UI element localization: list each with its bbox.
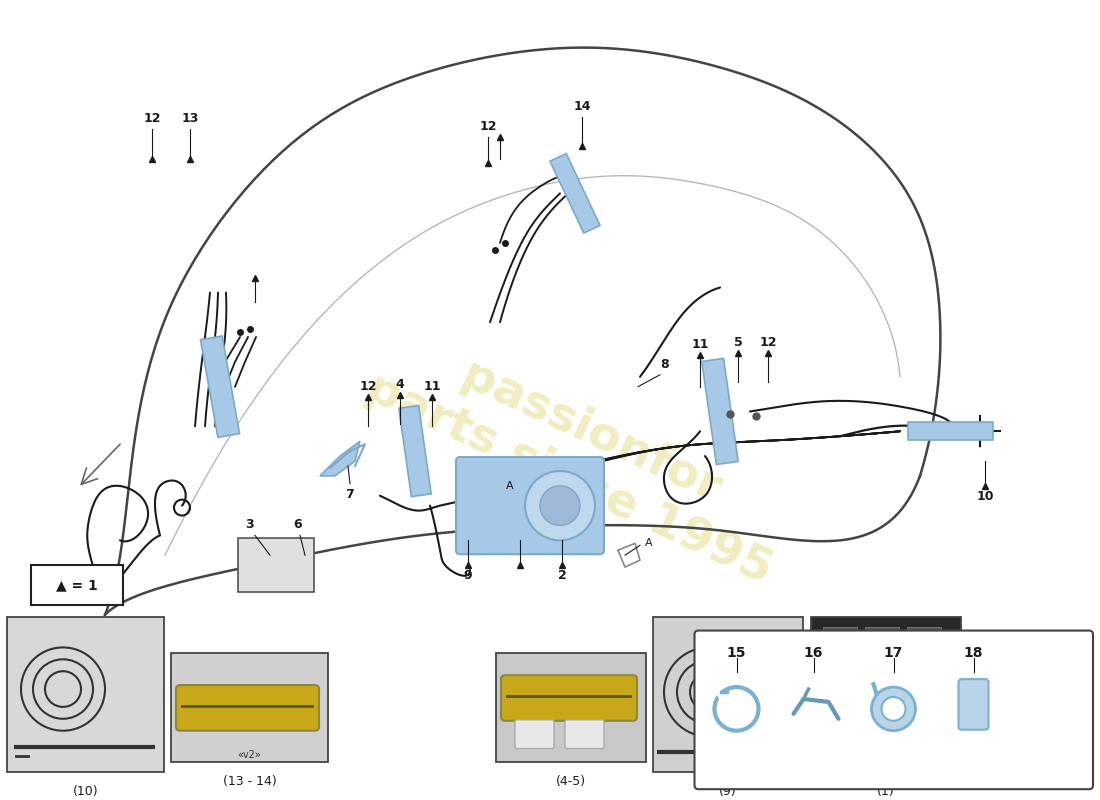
Polygon shape <box>399 406 431 497</box>
Circle shape <box>881 697 905 721</box>
Text: 18: 18 <box>964 646 983 661</box>
FancyBboxPatch shape <box>170 654 328 762</box>
FancyBboxPatch shape <box>238 538 314 592</box>
Text: 9: 9 <box>464 569 472 582</box>
FancyBboxPatch shape <box>823 738 857 759</box>
Polygon shape <box>908 422 992 440</box>
FancyBboxPatch shape <box>515 720 554 749</box>
Text: 12: 12 <box>360 380 376 393</box>
Circle shape <box>540 486 580 526</box>
FancyBboxPatch shape <box>456 457 604 554</box>
FancyBboxPatch shape <box>908 626 940 649</box>
Text: 15: 15 <box>727 646 746 661</box>
FancyBboxPatch shape <box>958 679 989 730</box>
FancyBboxPatch shape <box>865 710 899 732</box>
Text: 4: 4 <box>396 378 405 390</box>
FancyBboxPatch shape <box>908 738 940 759</box>
FancyBboxPatch shape <box>653 617 803 772</box>
Text: 11: 11 <box>691 338 708 351</box>
Text: 11: 11 <box>424 380 441 393</box>
Text: 12: 12 <box>759 336 777 349</box>
Text: 14: 14 <box>573 100 591 113</box>
FancyBboxPatch shape <box>31 565 123 605</box>
Text: A: A <box>645 538 652 548</box>
FancyBboxPatch shape <box>865 654 899 676</box>
FancyBboxPatch shape <box>811 617 961 772</box>
Text: 12: 12 <box>480 120 497 133</box>
Text: ▲ = 1: ▲ = 1 <box>56 578 98 592</box>
Text: (1): (1) <box>877 786 894 798</box>
Text: 13: 13 <box>182 112 199 125</box>
FancyBboxPatch shape <box>823 682 857 704</box>
FancyBboxPatch shape <box>865 682 899 704</box>
Text: (4-5): (4-5) <box>556 775 586 788</box>
FancyBboxPatch shape <box>823 626 857 649</box>
FancyBboxPatch shape <box>565 720 604 749</box>
FancyBboxPatch shape <box>7 617 164 772</box>
Polygon shape <box>550 154 601 233</box>
Text: 10: 10 <box>977 490 993 502</box>
FancyBboxPatch shape <box>694 630 1093 789</box>
Text: (13 - 14): (13 - 14) <box>222 775 276 788</box>
FancyBboxPatch shape <box>908 654 940 676</box>
Circle shape <box>525 471 595 540</box>
Text: 5: 5 <box>734 336 742 349</box>
Text: 8: 8 <box>660 358 669 371</box>
Text: 16: 16 <box>804 646 823 661</box>
Text: 17: 17 <box>883 646 903 661</box>
FancyBboxPatch shape <box>865 626 899 649</box>
FancyBboxPatch shape <box>500 675 637 721</box>
Circle shape <box>871 687 915 730</box>
Text: 3: 3 <box>245 518 254 531</box>
FancyBboxPatch shape <box>865 738 899 759</box>
FancyBboxPatch shape <box>908 710 940 732</box>
FancyBboxPatch shape <box>176 685 319 730</box>
Polygon shape <box>200 336 240 438</box>
FancyBboxPatch shape <box>823 710 857 732</box>
Text: 7: 7 <box>345 488 354 501</box>
Polygon shape <box>320 441 360 476</box>
Text: 2: 2 <box>558 569 566 582</box>
Text: passionfor
parts since 1995: passionfor parts since 1995 <box>359 318 801 594</box>
FancyBboxPatch shape <box>823 654 857 676</box>
Text: A: A <box>506 481 514 491</box>
Text: 12: 12 <box>143 112 161 125</box>
Text: (9): (9) <box>719 786 737 798</box>
FancyBboxPatch shape <box>496 654 646 762</box>
Text: (10): (10) <box>73 786 98 798</box>
FancyBboxPatch shape <box>908 682 940 704</box>
Polygon shape <box>702 358 738 465</box>
Text: «v2»: «v2» <box>238 750 261 759</box>
Text: 6: 6 <box>294 518 302 531</box>
